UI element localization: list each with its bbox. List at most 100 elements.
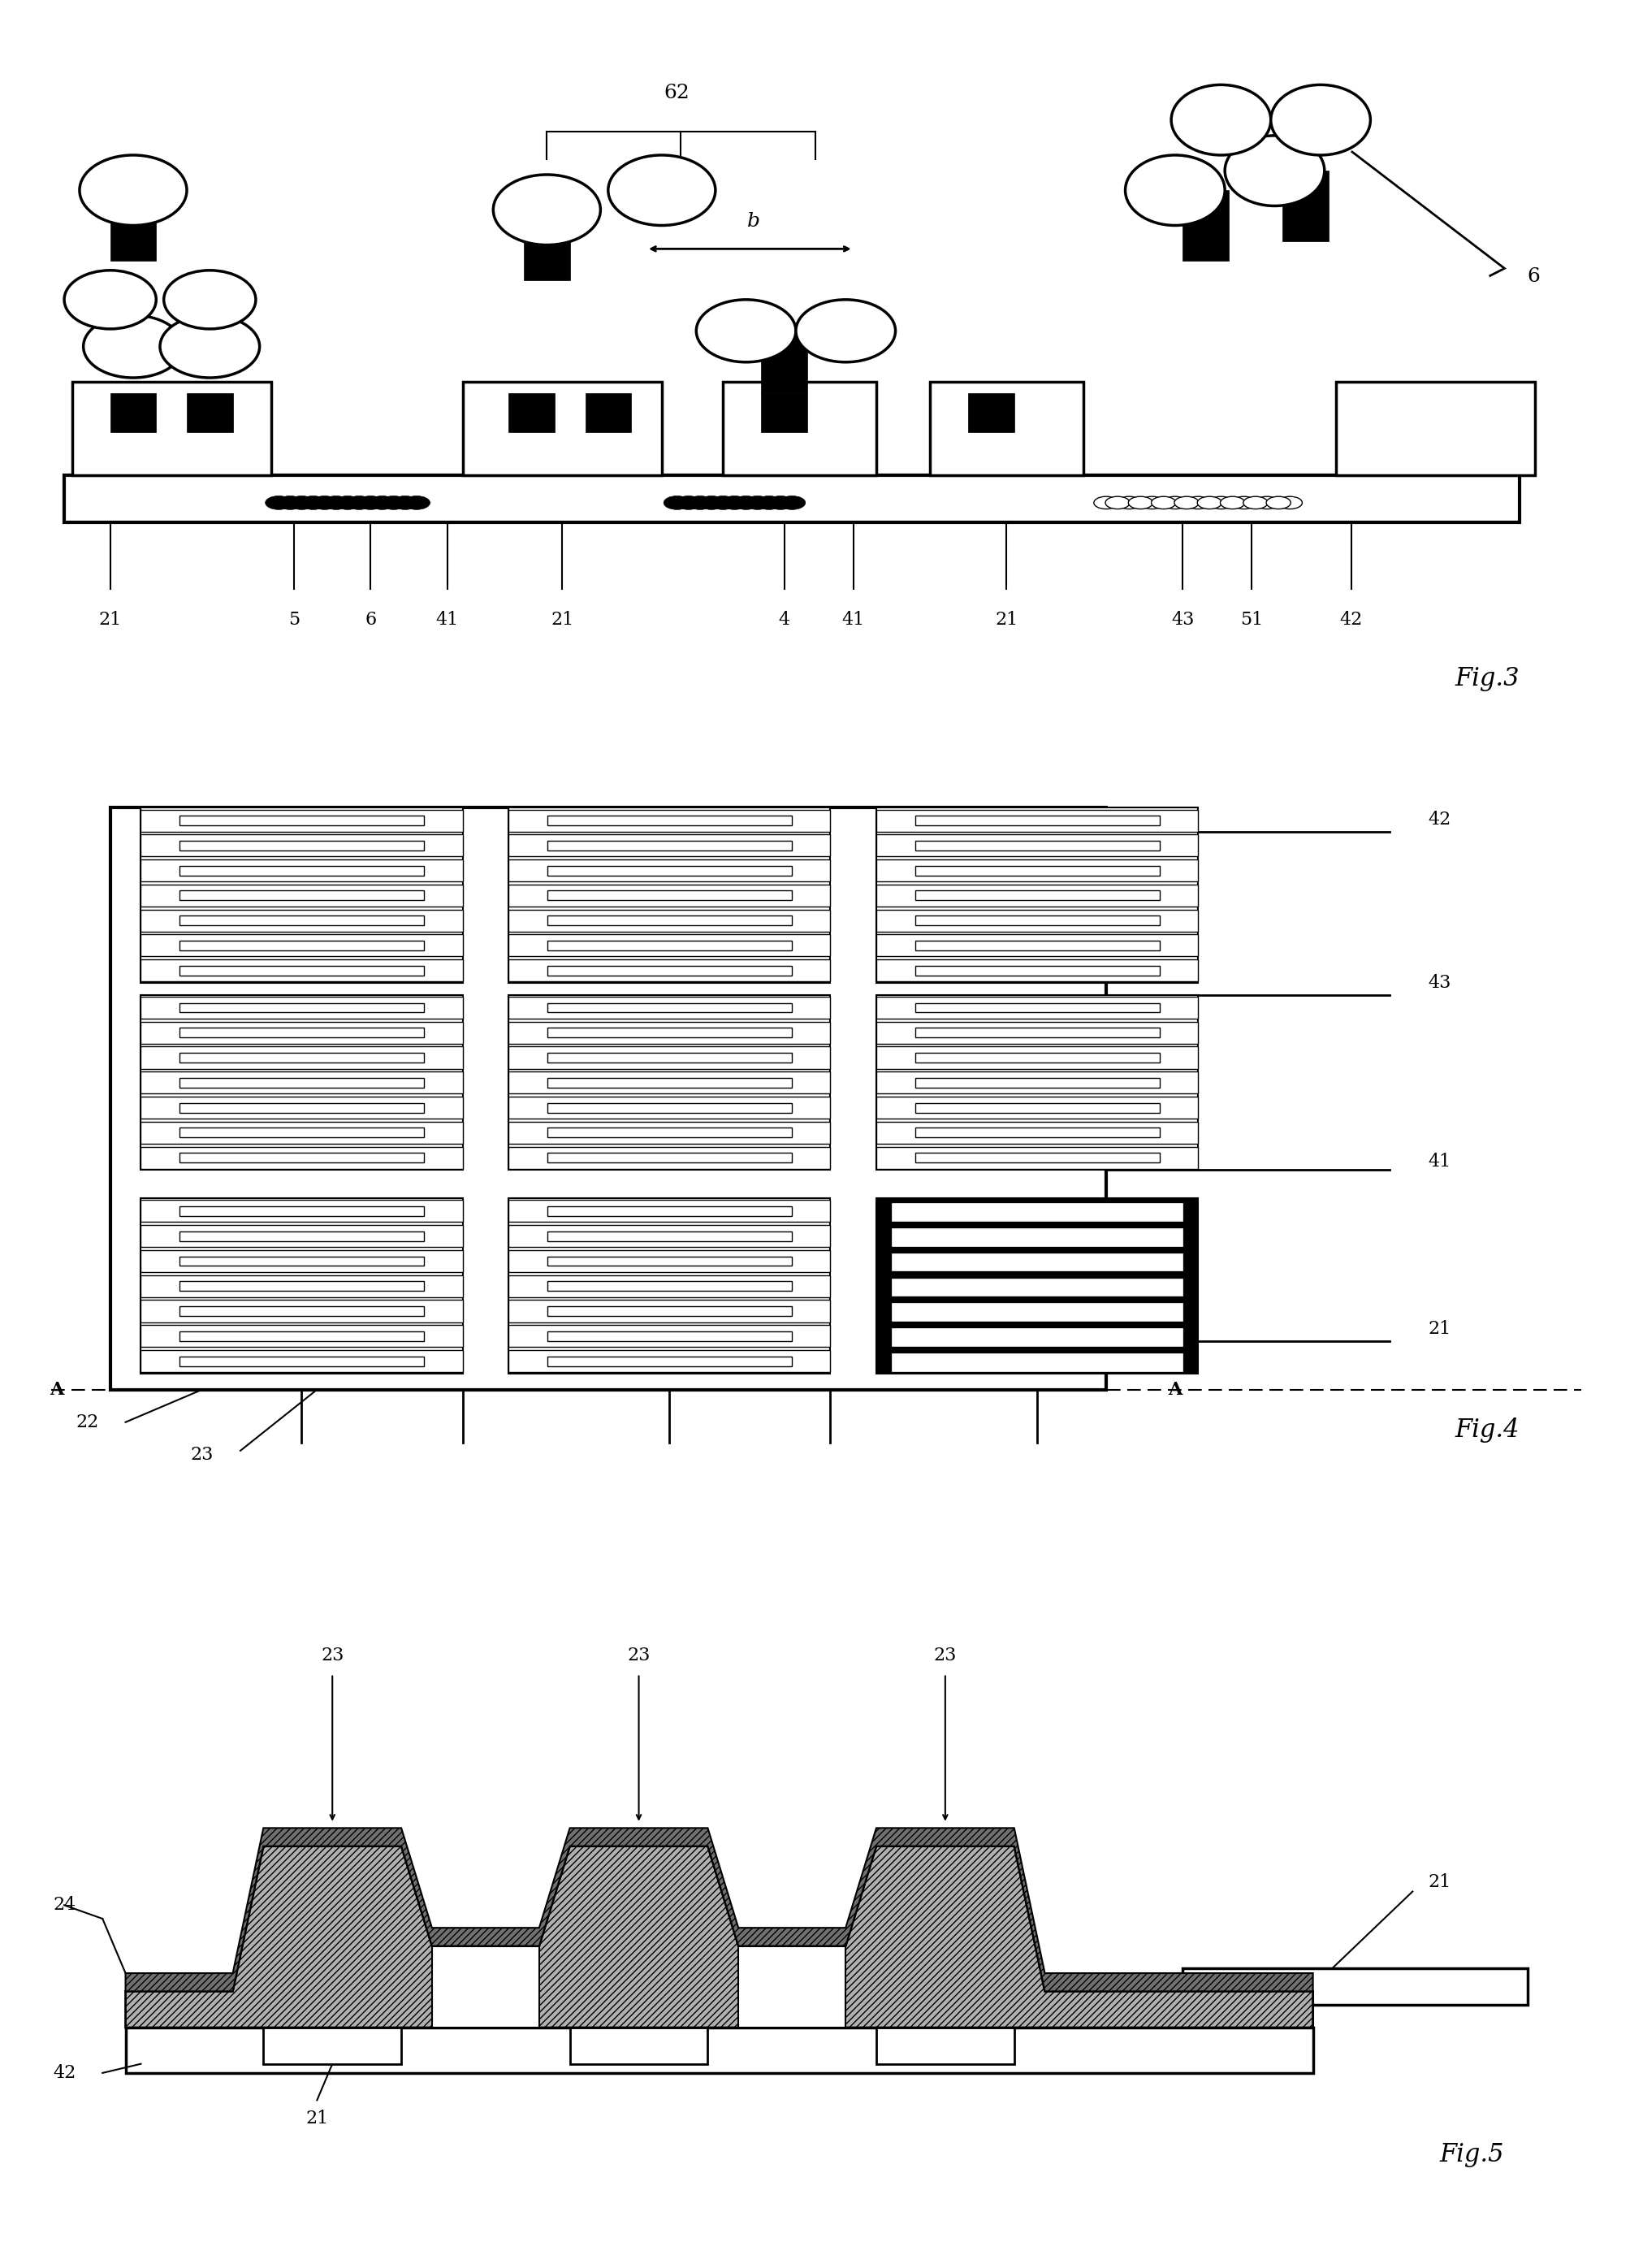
Bar bbox=[914, 1077, 1159, 1086]
Bar bbox=[179, 916, 424, 925]
Bar bbox=[179, 1027, 424, 1036]
Bar bbox=[140, 1250, 463, 1272]
Bar bbox=[548, 1256, 792, 1266]
Bar bbox=[179, 966, 424, 975]
Bar bbox=[179, 891, 424, 900]
Bar bbox=[877, 2028, 1014, 2064]
Bar bbox=[1337, 381, 1535, 476]
Bar bbox=[724, 381, 877, 476]
Bar bbox=[548, 1077, 792, 1086]
Bar bbox=[914, 941, 1159, 950]
Bar bbox=[548, 1152, 792, 1163]
Bar bbox=[968, 392, 1014, 433]
Bar bbox=[877, 1098, 1198, 1118]
Text: 42: 42 bbox=[52, 2064, 75, 2082]
Bar bbox=[914, 891, 1159, 900]
Text: 24: 24 bbox=[52, 1896, 75, 1914]
Bar bbox=[179, 1077, 424, 1086]
Ellipse shape bbox=[1172, 84, 1271, 154]
Bar bbox=[140, 1021, 463, 1043]
Ellipse shape bbox=[1271, 84, 1371, 154]
Ellipse shape bbox=[1221, 497, 1245, 508]
Text: 43: 43 bbox=[1428, 973, 1451, 991]
Ellipse shape bbox=[80, 154, 187, 225]
Bar bbox=[523, 209, 571, 279]
Text: 23: 23 bbox=[934, 1647, 957, 1665]
Bar bbox=[140, 1325, 463, 1347]
Bar bbox=[509, 885, 830, 907]
Ellipse shape bbox=[1174, 497, 1198, 508]
Bar bbox=[179, 1331, 424, 1340]
Bar bbox=[548, 1232, 792, 1241]
Bar bbox=[509, 1325, 830, 1347]
Bar bbox=[877, 835, 1198, 857]
Ellipse shape bbox=[768, 497, 794, 510]
Text: A: A bbox=[49, 1381, 64, 1399]
Text: 23: 23 bbox=[191, 1445, 214, 1463]
Bar bbox=[548, 1356, 792, 1365]
Bar bbox=[140, 934, 463, 957]
Text: 51: 51 bbox=[1240, 610, 1263, 628]
Ellipse shape bbox=[380, 497, 408, 510]
Text: Fig.3: Fig.3 bbox=[1456, 667, 1519, 692]
Ellipse shape bbox=[696, 299, 795, 363]
Bar bbox=[179, 1232, 424, 1241]
Ellipse shape bbox=[686, 497, 714, 510]
Bar bbox=[892, 1304, 1183, 1320]
Text: b: b bbox=[747, 213, 760, 231]
Ellipse shape bbox=[1105, 497, 1130, 508]
Bar bbox=[509, 1300, 830, 1322]
Ellipse shape bbox=[1267, 497, 1291, 508]
Polygon shape bbox=[126, 1846, 1314, 2028]
Ellipse shape bbox=[1198, 497, 1222, 508]
Bar bbox=[914, 1027, 1159, 1036]
Bar bbox=[140, 1046, 463, 1068]
Text: 62: 62 bbox=[663, 84, 689, 102]
Ellipse shape bbox=[1125, 154, 1224, 225]
Bar bbox=[509, 1021, 830, 1043]
Bar bbox=[548, 1127, 792, 1139]
Ellipse shape bbox=[163, 270, 256, 329]
Bar bbox=[548, 866, 792, 875]
Text: Fig.4: Fig.4 bbox=[1456, 1418, 1519, 1442]
Bar bbox=[892, 1279, 1183, 1295]
Text: 42: 42 bbox=[1340, 610, 1363, 628]
Bar bbox=[548, 1306, 792, 1315]
Ellipse shape bbox=[1244, 497, 1268, 508]
Bar bbox=[140, 1300, 463, 1322]
Ellipse shape bbox=[709, 497, 737, 510]
Bar bbox=[509, 392, 554, 433]
Ellipse shape bbox=[1128, 497, 1152, 508]
Bar bbox=[140, 885, 463, 907]
Bar bbox=[509, 996, 830, 1170]
Bar bbox=[570, 2028, 707, 2064]
Bar bbox=[111, 392, 156, 433]
Bar bbox=[179, 1256, 424, 1266]
Ellipse shape bbox=[357, 497, 385, 510]
Text: 21: 21 bbox=[1428, 1320, 1451, 1338]
Text: 21: 21 bbox=[99, 610, 122, 628]
Bar bbox=[72, 381, 271, 476]
Bar bbox=[914, 1127, 1159, 1139]
Bar bbox=[179, 1102, 424, 1114]
Text: 21: 21 bbox=[994, 610, 1019, 628]
Bar bbox=[548, 816, 792, 826]
Bar bbox=[892, 1329, 1183, 1345]
Text: 21: 21 bbox=[1428, 1873, 1451, 1892]
Ellipse shape bbox=[745, 497, 771, 510]
Ellipse shape bbox=[311, 497, 337, 510]
Bar bbox=[509, 959, 830, 982]
Bar bbox=[179, 841, 424, 850]
Bar bbox=[877, 885, 1198, 907]
Bar bbox=[548, 916, 792, 925]
Ellipse shape bbox=[795, 299, 895, 363]
Text: 43: 43 bbox=[1172, 610, 1195, 628]
Bar bbox=[914, 966, 1159, 975]
Bar bbox=[877, 1148, 1198, 1168]
Bar bbox=[877, 959, 1198, 982]
Bar bbox=[877, 1046, 1198, 1068]
Bar bbox=[1183, 1969, 1527, 2005]
Bar bbox=[126, 2028, 1314, 2073]
Ellipse shape bbox=[1139, 497, 1164, 508]
Bar bbox=[179, 1281, 424, 1290]
